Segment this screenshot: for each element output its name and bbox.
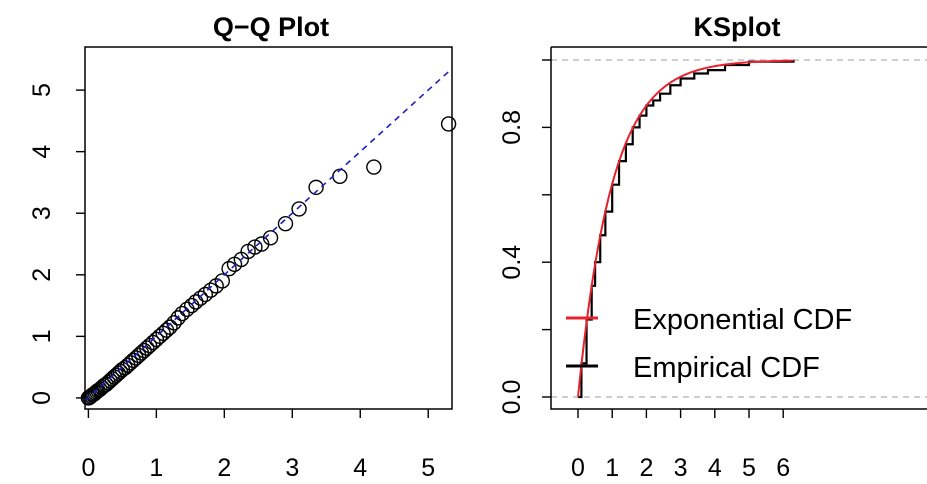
qq-x-tick-label: 0 bbox=[81, 454, 95, 482]
ks-series-exponential bbox=[577, 59, 794, 398]
qq-point bbox=[174, 305, 190, 322]
ks-reference-lines bbox=[551, 59, 927, 398]
qq-x-tick-label: 5 bbox=[421, 454, 435, 482]
qq-x-tick-label: 2 bbox=[217, 454, 231, 482]
ks-y-tick-label: 0.0 bbox=[498, 380, 526, 415]
ks-y-tick-label: 0.4 bbox=[498, 245, 526, 280]
qq-point bbox=[162, 319, 178, 335]
qq-point bbox=[188, 294, 204, 310]
ks-series bbox=[577, 59, 795, 399]
ks-plot-frame bbox=[550, 46, 927, 410]
qq-point bbox=[184, 297, 200, 314]
qq-point bbox=[440, 116, 457, 132]
qq-point bbox=[214, 273, 230, 289]
qq-point bbox=[166, 315, 182, 331]
qq-point bbox=[277, 215, 294, 232]
ks-legend: Exponential CDF Empirical CDF bbox=[566, 304, 852, 384]
qq-plot-panel: Q−Q Plot 0 1 2 3 4 5 0 1 2 3 4 5 bbox=[28, 12, 457, 482]
qq-point bbox=[192, 290, 209, 306]
qq-plot-title: Q−Q Plot bbox=[213, 12, 329, 42]
qq-point bbox=[139, 340, 155, 356]
qq-point bbox=[308, 179, 324, 196]
legend-label-empirical: Empirical CDF bbox=[633, 352, 820, 384]
qq-y-tick-label: 0 bbox=[28, 391, 56, 405]
legend-label-exponential: Exponential CDF bbox=[633, 304, 852, 336]
qq-x-tick-label: 3 bbox=[285, 454, 299, 482]
qq-point bbox=[197, 286, 213, 303]
qq-x-axis: 0 1 2 3 4 5 bbox=[81, 409, 435, 482]
qq-plot-frame bbox=[84, 46, 453, 410]
qq-point bbox=[247, 239, 263, 255]
ks-plot-title: KSplot bbox=[694, 12, 781, 42]
qq-points bbox=[80, 116, 457, 406]
qq-point bbox=[136, 342, 152, 359]
qq-reference-line bbox=[84, 67, 453, 402]
ks-x-tick-label: 0 bbox=[571, 454, 585, 482]
qq-point bbox=[262, 230, 279, 246]
qq-y-tick-label: 3 bbox=[28, 206, 56, 220]
qq-y-tick-label: 2 bbox=[28, 268, 56, 282]
qq-point bbox=[170, 310, 186, 326]
ks-x-tick-label: 5 bbox=[742, 454, 756, 482]
ks-x-tick-label: 1 bbox=[605, 454, 619, 482]
qq-x-tick-label: 4 bbox=[353, 454, 367, 482]
qq-point bbox=[291, 201, 307, 217]
ks-x-tick-label: 3 bbox=[674, 454, 688, 482]
qq-y-tick-label: 4 bbox=[28, 145, 56, 159]
ks-x-tick-label: 4 bbox=[708, 454, 722, 482]
qq-y-tick-label: 1 bbox=[28, 329, 56, 343]
ks-y-tick-label: 0.8 bbox=[498, 110, 526, 145]
ks-y-axis: 0.0 0.4 0.8 bbox=[498, 59, 551, 415]
ks-series-empirical bbox=[578, 60, 795, 399]
qq-point bbox=[366, 159, 382, 175]
ks-x-tick-label: 2 bbox=[639, 454, 653, 482]
qq-x-tick-label: 1 bbox=[149, 454, 163, 482]
qq-point bbox=[332, 168, 348, 184]
qq-point bbox=[203, 282, 219, 298]
qq-y-axis: 0 1 2 3 4 5 bbox=[28, 83, 85, 405]
qq-y-tick-label: 5 bbox=[28, 83, 56, 97]
ks-x-tick-label: 6 bbox=[776, 454, 790, 482]
qq-point bbox=[221, 260, 237, 277]
